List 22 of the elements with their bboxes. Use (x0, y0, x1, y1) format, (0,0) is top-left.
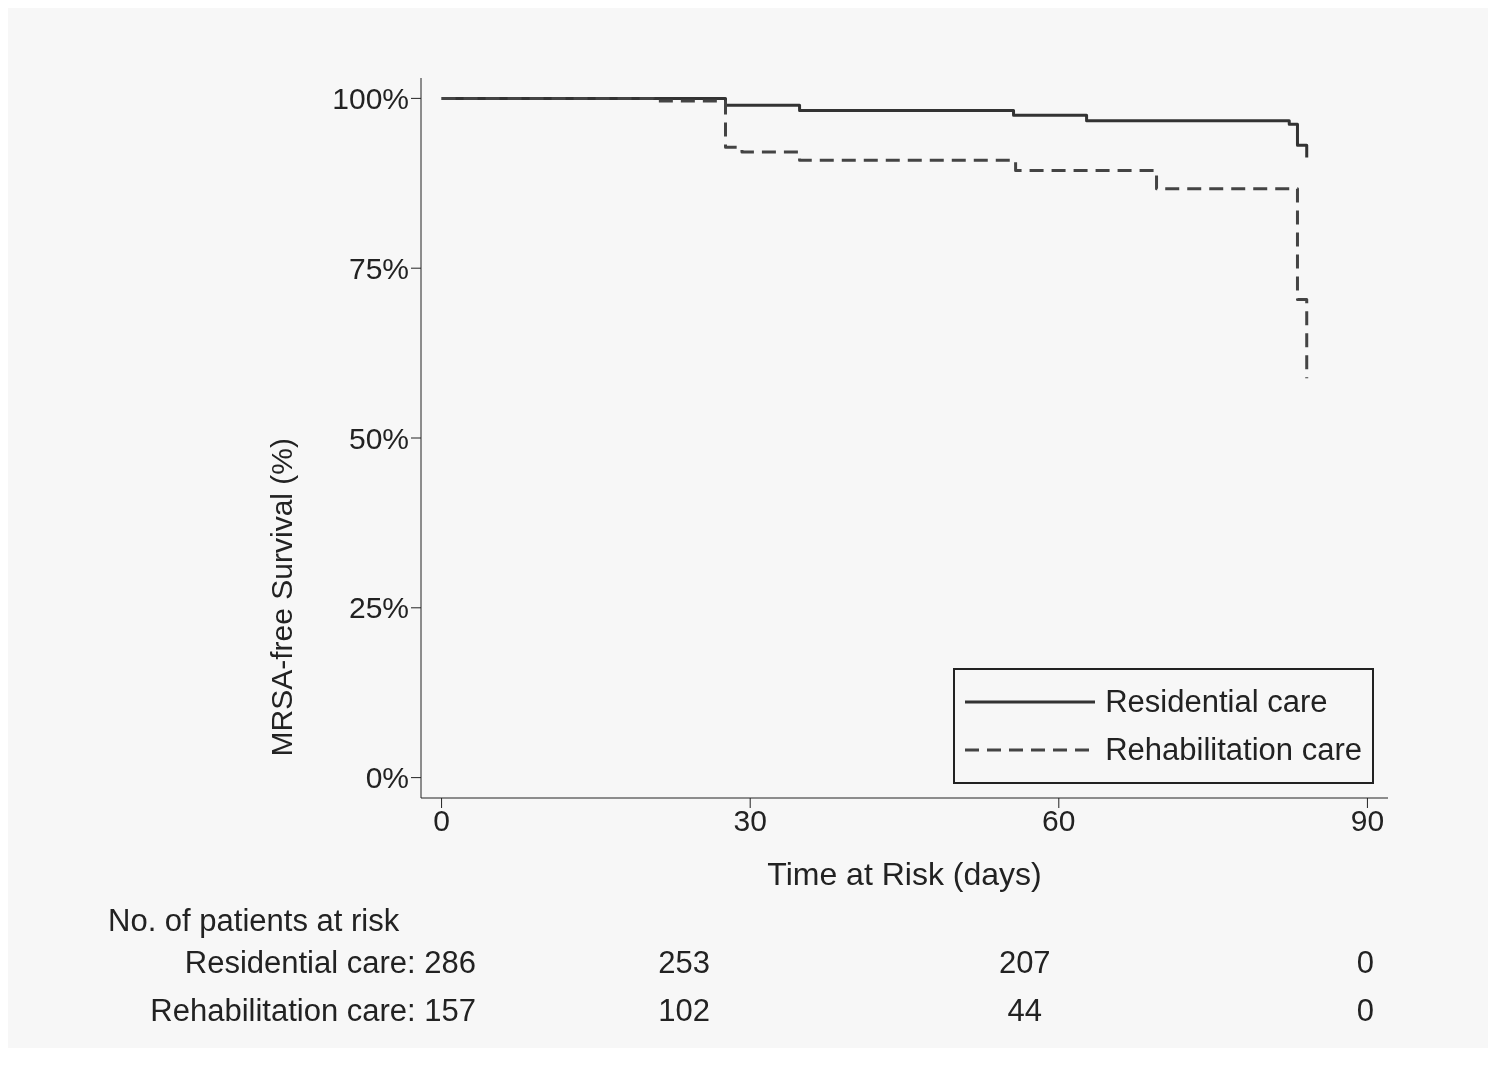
legend-label: Rehabilitation care (1105, 731, 1362, 769)
x-tick-label: 60 (1042, 804, 1076, 838)
x-tick-label: 90 (1350, 804, 1385, 838)
y-tick-label: 25% (348, 591, 409, 625)
text: 0 (1355, 993, 1375, 1029)
x-tick-label: 30 (733, 804, 767, 838)
y-tick-label: 50% (348, 421, 409, 455)
y-tick-label: 75% (348, 251, 409, 285)
legend-label: Residential care (1105, 683, 1328, 721)
text: 44 (1006, 993, 1043, 1029)
text: Rehabilitation care: 157 (150, 993, 476, 1029)
text: 207 (997, 945, 1052, 981)
x-tick-label: 0 (433, 804, 450, 838)
text: No. of patients at risk (108, 903, 400, 939)
text: Residential care: 286 (184, 945, 476, 981)
x-axis-title: Time at Risk (days) (767, 855, 1042, 892)
y-axis-title: MRSA-free Survival (%) (264, 438, 298, 757)
y-tick-label: 0% (365, 761, 409, 795)
text: 0 (1355, 945, 1375, 981)
text: 253 (657, 945, 712, 981)
text: 102 (657, 993, 712, 1029)
y-tick-label: 100% (332, 82, 409, 116)
